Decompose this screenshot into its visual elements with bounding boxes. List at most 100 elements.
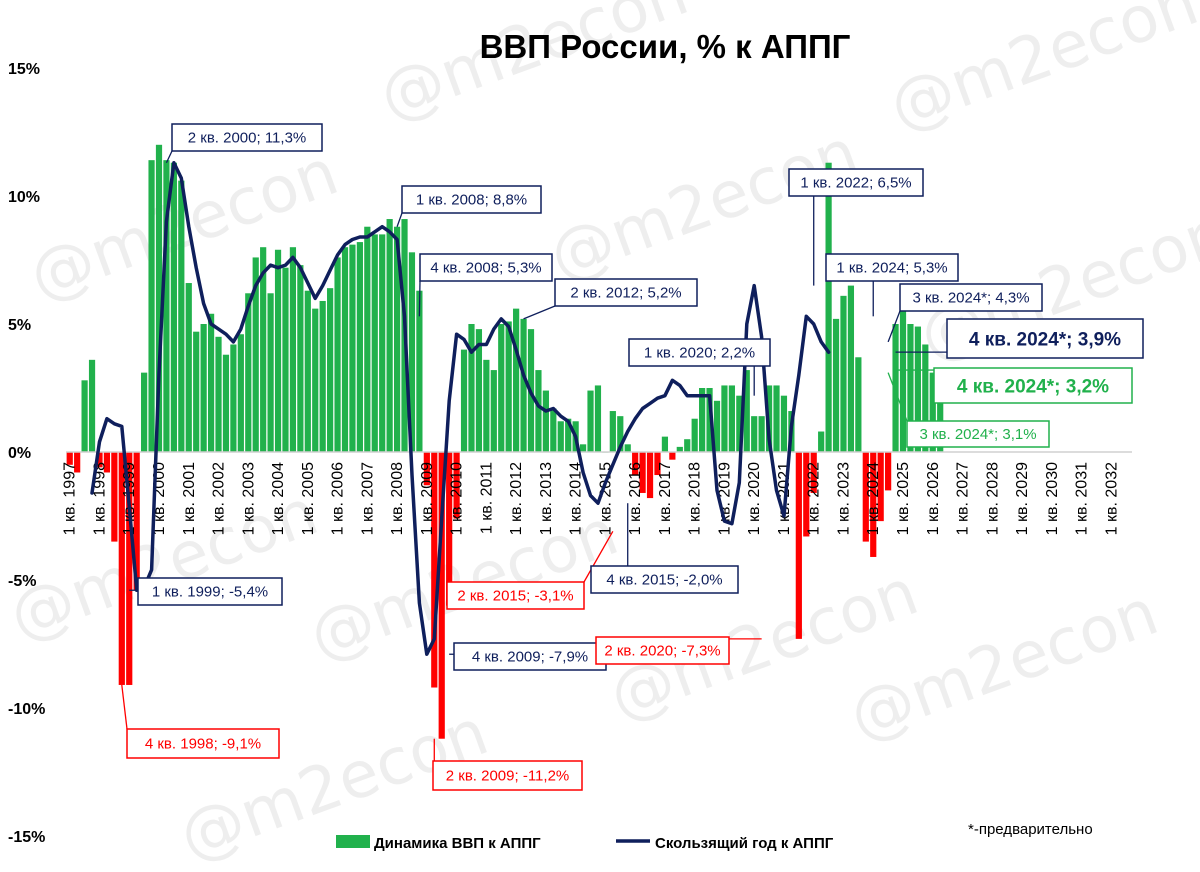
bar xyxy=(483,359,490,452)
legend-swatch-bars xyxy=(336,835,370,848)
callout-label: 4 кв. 2024*; 3,9% xyxy=(969,330,1121,351)
bar xyxy=(661,436,669,452)
bar xyxy=(118,452,125,685)
bar xyxy=(840,295,847,452)
x-tick-label: 1 кв. 2011 xyxy=(478,462,495,534)
bar xyxy=(862,452,869,542)
bar xyxy=(356,242,363,452)
bar xyxy=(304,290,311,452)
bar xyxy=(542,390,549,452)
callout-label: 1 кв. 2020; 2,2% xyxy=(644,345,755,362)
callout-label: 4 кв. 2008; 5,3% xyxy=(430,260,541,277)
bar xyxy=(825,162,832,452)
bar xyxy=(438,452,445,739)
bar xyxy=(751,416,758,452)
bar xyxy=(870,452,877,557)
callout-label: 4 кв. 2015; -2,0% xyxy=(606,572,722,589)
x-tick-label: 1 кв. 2006 xyxy=(330,462,347,535)
callout-box xyxy=(946,318,1144,359)
callout-leader xyxy=(887,372,908,422)
y-tick-label: -15% xyxy=(8,829,45,846)
bar xyxy=(520,318,527,452)
bar xyxy=(178,180,185,452)
bar xyxy=(349,244,356,452)
bar xyxy=(654,452,661,476)
bar xyxy=(713,400,721,452)
x-tick-label: 1 кв. 2007 xyxy=(359,462,376,535)
bar xyxy=(691,418,698,452)
callout-leader xyxy=(887,310,901,343)
chart-title: ВВП России, % к АППГ xyxy=(480,28,851,65)
bar xyxy=(245,293,252,452)
bar xyxy=(706,388,713,452)
callout-leader xyxy=(396,212,403,227)
bar xyxy=(498,324,505,452)
x-tick-label: 1 кв. 2009 xyxy=(419,462,436,535)
bar xyxy=(639,452,646,493)
bar xyxy=(74,452,81,473)
bar xyxy=(594,385,602,452)
bar xyxy=(230,344,237,452)
bar xyxy=(609,411,616,452)
x-tick-label: 1 кв. 2022 xyxy=(806,462,823,535)
bar xyxy=(215,336,222,452)
bar xyxy=(222,354,230,452)
callout-box xyxy=(825,253,959,282)
bar xyxy=(297,265,304,452)
bar xyxy=(111,452,118,542)
bar xyxy=(513,308,520,452)
bar xyxy=(327,288,334,452)
x-tick-label: 1 кв. 2005 xyxy=(300,462,317,535)
moving-year-line xyxy=(90,160,831,656)
bar xyxy=(617,416,624,452)
callout-leader xyxy=(583,531,614,583)
bar xyxy=(126,452,133,685)
bar xyxy=(885,452,892,491)
bar xyxy=(207,313,215,452)
bar xyxy=(252,257,259,452)
bar xyxy=(803,452,810,537)
bar xyxy=(795,452,802,639)
y-tick-label: -5% xyxy=(8,573,36,590)
watermark-text: @m2econ xyxy=(370,0,697,135)
bar xyxy=(289,247,297,452)
x-tick-label: 1 кв. 2027 xyxy=(955,462,972,535)
bar xyxy=(267,293,274,452)
callout-label: 1 кв. 2008; 8,8% xyxy=(416,192,527,209)
bar xyxy=(103,452,111,473)
bar xyxy=(66,452,73,465)
x-tick-label: 1 кв. 2004 xyxy=(270,462,287,535)
bar xyxy=(557,421,564,452)
legend-label-line: Скользящий год к АППГ xyxy=(655,835,834,852)
x-tick-label: 1 кв. 2015 xyxy=(597,462,614,535)
bar xyxy=(408,252,416,452)
x-tick-label: 1 кв. 2002 xyxy=(211,462,228,535)
y-tick-label: 10% xyxy=(8,189,40,206)
callout-box xyxy=(590,565,739,594)
annotations: 2 кв. 2000; 11,3% 1 кв. 2008; 8,8% 4 кв. 2… xyxy=(121,123,1144,791)
x-tick-label: 1 кв. 2018 xyxy=(687,462,704,535)
bar xyxy=(371,234,378,452)
bar xyxy=(929,372,936,452)
callout-box xyxy=(171,123,323,152)
x-tick-label: 1 кв. 1997 xyxy=(62,462,79,535)
bar xyxy=(587,390,594,452)
y-tick-label: -10% xyxy=(8,701,45,718)
bar xyxy=(818,431,825,452)
watermark-text: @m2econ xyxy=(540,116,867,295)
bar xyxy=(624,444,631,452)
bar xyxy=(669,452,676,460)
bar xyxy=(877,452,884,522)
bar xyxy=(334,257,341,452)
y-tick-label: 5% xyxy=(8,317,31,334)
watermark-text: @m2econ xyxy=(880,0,1200,145)
x-tick-label: 1 кв. 2017 xyxy=(657,462,674,535)
bar xyxy=(170,162,177,452)
bar xyxy=(312,308,319,452)
bar xyxy=(550,408,557,452)
bar xyxy=(88,359,96,452)
bar xyxy=(260,247,267,452)
bar xyxy=(646,452,654,499)
bar xyxy=(423,452,430,486)
